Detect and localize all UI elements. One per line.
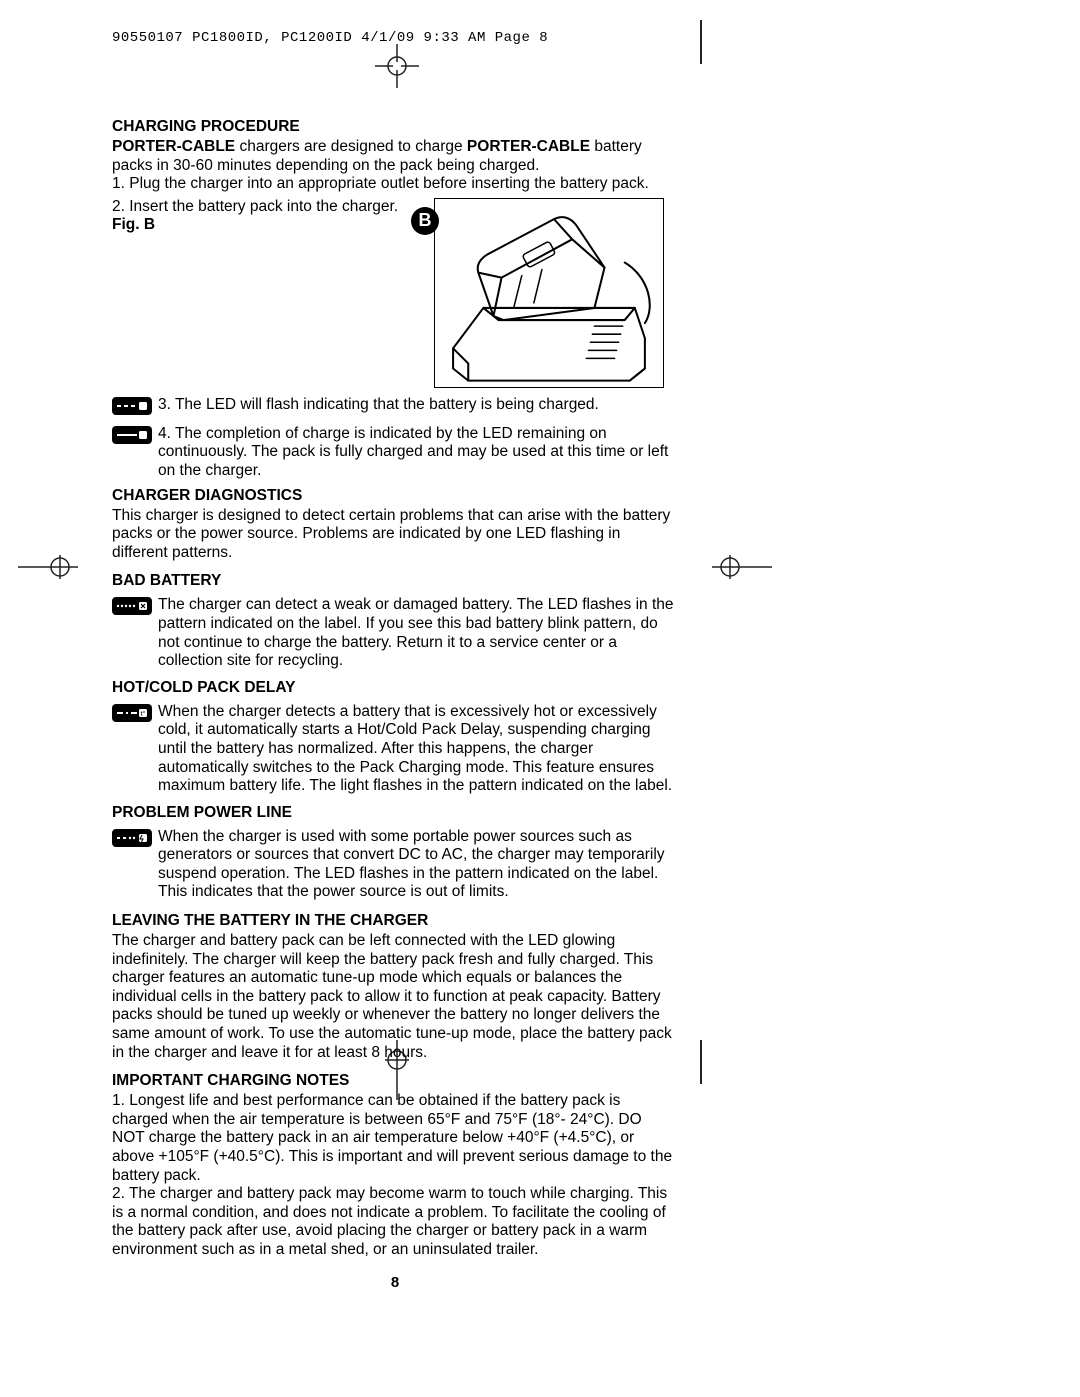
- heading-charger-diagnostics: CHARGER DIAGNOSTICS: [112, 487, 678, 505]
- crop-mark-left: [18, 545, 78, 589]
- charging-step4: 4. The completion of charge is indicated…: [158, 425, 678, 481]
- bad-battery-body: The charger can detect a weak or damaged…: [158, 596, 678, 670]
- crop-bar-top-right: [700, 20, 702, 64]
- heading-notes: IMPORTANT CHARGING NOTES: [112, 1072, 678, 1090]
- led-solid-icon: [112, 426, 152, 444]
- figure-b: B: [434, 198, 664, 388]
- heading-bad-battery: BAD BATTERY: [112, 572, 678, 590]
- bad-battery-row: The charger can detect a weak or damaged…: [112, 596, 678, 670]
- figure-b-label: B: [411, 207, 439, 235]
- heading-power-line: PROBLEM POWER LINE: [112, 804, 678, 822]
- hot-cold-row: t° When the charger detects a battery th…: [112, 703, 678, 796]
- hot-cold-body: When the charger detects a battery that …: [158, 703, 678, 796]
- notes-item2: 2. The charger and battery pack may beco…: [112, 1185, 678, 1259]
- leaving-body: The charger and battery pack can be left…: [112, 932, 678, 1062]
- page-number: 8: [112, 1274, 678, 1291]
- power-line-body: When the charger is used with some porta…: [158, 828, 678, 902]
- power-line-row: When the charger is used with some porta…: [112, 828, 678, 902]
- notes-item1: 1. Longest life and best performance can…: [112, 1092, 678, 1185]
- charging-step3-row: 3. The LED will flash indicating that th…: [112, 396, 678, 415]
- led-flashing-icon: [112, 397, 152, 415]
- heading-charging-procedure: CHARGING PROCEDURE: [112, 118, 678, 136]
- heading-hot-cold: HOT/COLD PACK DELAY: [112, 679, 678, 697]
- crop-mark-right: [712, 545, 772, 589]
- charging-step3: 3. The LED will flash indicating that th…: [158, 396, 678, 415]
- charging-step1: 1. Plug the charger into an appropriate …: [112, 175, 678, 194]
- print-header: 90550107 PC1800ID, PC1200ID 4/1/09 9:33 …: [112, 30, 678, 46]
- charging-step2: 2. Insert the battery pack into the char…: [112, 198, 424, 235]
- led-power-line-icon: [112, 829, 152, 847]
- svg-text:t°: t°: [141, 710, 146, 718]
- charging-step4-row: 4. The completion of charge is indicated…: [112, 425, 678, 481]
- heading-leaving: LEAVING THE BATTERY IN THE CHARGER: [112, 912, 678, 930]
- led-hot-cold-icon: t°: [112, 704, 152, 722]
- charger-illustration: [443, 207, 655, 389]
- charging-intro: PORTER-CABLE chargers are designed to ch…: [112, 138, 678, 175]
- crop-bar-bottom-right: [700, 1040, 702, 1084]
- led-bad-battery-icon: [112, 597, 152, 615]
- charger-diagnostics-body: This charger is designed to detect certa…: [112, 507, 678, 563]
- page-content: 90550107 PC1800ID, PC1200ID 4/1/09 9:33 …: [112, 30, 678, 1291]
